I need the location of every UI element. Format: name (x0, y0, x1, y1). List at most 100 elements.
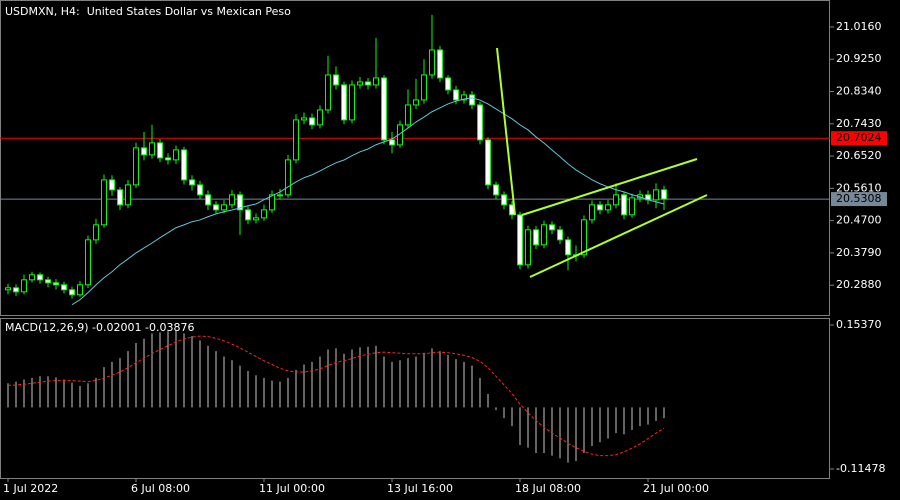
candle-body (29, 274, 35, 281)
candle-body (421, 74, 427, 101)
candle-body (589, 204, 595, 221)
candle-body (109, 179, 115, 191)
chart-title: USDMXN, H4: United States Dollar vs Mexi… (5, 5, 291, 18)
y-tick-label: 20.5610 (836, 181, 882, 194)
candle-body (629, 197, 635, 216)
candle-body (613, 194, 619, 206)
candle-body (125, 184, 131, 206)
y-tick-label: 20.2880 (836, 278, 882, 291)
candle-body (517, 214, 523, 266)
candle-body (533, 229, 539, 246)
candle-body (13, 287, 19, 293)
candle-body (269, 194, 275, 211)
candle-body (253, 217, 259, 221)
candle-body (197, 184, 203, 196)
candle-body (101, 179, 107, 226)
price-level-box (831, 192, 887, 207)
candle-body (485, 139, 491, 186)
candle-body (141, 147, 147, 156)
candle-body (285, 159, 291, 196)
candle-body (325, 74, 331, 111)
candle-body (445, 77, 451, 91)
candle-body (85, 239, 91, 286)
y-tick-label: 0.15370 (836, 318, 882, 331)
candle-body (333, 74, 339, 86)
candle-body (349, 84, 355, 121)
candle-body (565, 239, 571, 256)
y-tick-label: 20.9250 (836, 52, 882, 65)
candle-body (381, 77, 387, 141)
x-tick-label: 18 Jul 08:00 (515, 482, 581, 495)
candle-body (205, 194, 211, 206)
candle-body (365, 81, 371, 86)
candle-body (301, 117, 307, 121)
trendline (529, 194, 708, 278)
candle-body (597, 204, 603, 211)
candle-body (157, 142, 163, 159)
candle-body (469, 94, 475, 106)
candle-body (221, 204, 227, 211)
candle-body (581, 219, 587, 256)
candle-body (261, 209, 267, 219)
trendline (496, 47, 516, 216)
y-tick-label: -0.11478 (836, 462, 885, 475)
candle-body (413, 99, 419, 106)
candle-body (149, 142, 155, 156)
candle-body (525, 229, 531, 266)
x-tick-label: 11 Jul 00:00 (259, 482, 325, 495)
candle-body (605, 204, 611, 211)
candle-body (45, 279, 51, 284)
moving-average (71, 97, 665, 306)
candle-body (621, 194, 627, 216)
candle-body (357, 81, 363, 86)
candle-body (117, 189, 123, 206)
candle-body (165, 157, 171, 161)
y-tick-label: 20.4700 (836, 214, 882, 227)
y-tick-label: 20.3790 (836, 246, 882, 259)
candle-body (317, 109, 323, 126)
candle-body (549, 224, 555, 231)
x-tick-label: 21 Jul 00:00 (643, 482, 709, 495)
candle-body (461, 94, 467, 101)
candle-body (53, 282, 59, 286)
candle-body (213, 204, 219, 211)
y-tick-label: 20.6520 (836, 149, 882, 162)
candle-body (245, 209, 251, 221)
candle-body (173, 149, 179, 161)
y-tick-label: 21.0160 (836, 20, 882, 33)
signal-line (7, 335, 665, 457)
candle-body (133, 147, 139, 186)
candle-body (653, 189, 659, 201)
candle-body (477, 104, 483, 141)
candle-body (453, 89, 459, 101)
price-level-label: 20.5308 (836, 192, 882, 205)
price-level-label: 20.7024 (836, 131, 882, 144)
candle-body (21, 279, 27, 293)
y-tick-label: 20.8340 (836, 85, 882, 98)
candle-body (309, 117, 315, 126)
candle-body (557, 229, 563, 241)
trendline (521, 158, 698, 216)
candle-body (429, 49, 435, 76)
price-pane-frame (0, 0, 830, 316)
candle-body (541, 224, 547, 246)
candle-body (61, 284, 67, 291)
candle-body (277, 194, 283, 197)
candle-body (661, 189, 667, 200)
candle-body (493, 184, 499, 196)
price-level-box (831, 131, 887, 146)
candle-body (373, 77, 379, 86)
y-tick-label: 20.7430 (836, 117, 882, 130)
candle-body (341, 84, 347, 121)
candle-body (437, 49, 443, 79)
candle-body (189, 179, 195, 186)
candle-body (77, 284, 83, 296)
candle-body (293, 119, 299, 161)
x-tick-label: 6 Jul 08:00 (131, 482, 190, 495)
candle-body (5, 287, 11, 291)
candle-body (181, 149, 187, 181)
candle-body (93, 224, 99, 241)
candle-body (229, 194, 235, 206)
candle-body (389, 139, 395, 146)
